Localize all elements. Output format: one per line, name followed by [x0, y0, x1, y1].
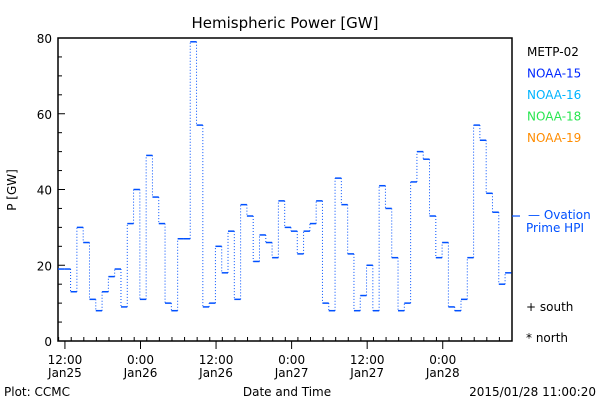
- y-tick-label: 80: [37, 32, 52, 46]
- chart-title: Hemispheric Power [GW]: [192, 14, 379, 32]
- plot-frame: [57, 37, 513, 342]
- x-tick-time: 12:00: [199, 353, 234, 367]
- x-tick-time: 0:00: [127, 353, 154, 367]
- legend-entry: NOAA-16: [527, 88, 581, 102]
- footer-left: Plot: CCMC: [4, 385, 70, 399]
- x-tick-time: 12:00: [48, 353, 83, 367]
- north-marker-label: * north: [526, 331, 568, 345]
- x-tick-date: Jan26: [198, 366, 233, 380]
- legend-entry: NOAA-18: [527, 110, 581, 124]
- legend-entry: METP-02: [527, 45, 579, 59]
- x-tick-date: Jan27: [274, 366, 309, 380]
- y-tick-label: 40: [37, 184, 52, 198]
- x-tick-time: 0:00: [278, 353, 305, 367]
- legend-entry: NOAA-15: [527, 67, 581, 81]
- y-axis-label: P [GW]: [5, 169, 19, 211]
- ovation-label-line2: Prime HPI: [526, 221, 584, 235]
- y-tick-label: 0: [44, 335, 52, 349]
- x-tick-date: Jan28: [425, 366, 460, 380]
- south-marker-label: + south: [526, 300, 573, 314]
- footer-timestamp: 2015/01/28 11:00:20: [469, 385, 596, 399]
- y-tick-label: 60: [37, 108, 52, 122]
- ovation-label-line1: — Ovation: [528, 208, 591, 222]
- x-tick-date: Jan26: [123, 366, 158, 380]
- x-tick-date: Jan27: [349, 366, 384, 380]
- y-tick-label: 20: [37, 259, 52, 273]
- x-tick-time: 12:00: [350, 353, 385, 367]
- legend-entry: NOAA-19: [527, 131, 581, 145]
- x-tick-time: 0:00: [429, 353, 456, 367]
- x-tick-date: Jan25: [47, 366, 82, 380]
- x-axis-label: Date and Time: [243, 385, 331, 399]
